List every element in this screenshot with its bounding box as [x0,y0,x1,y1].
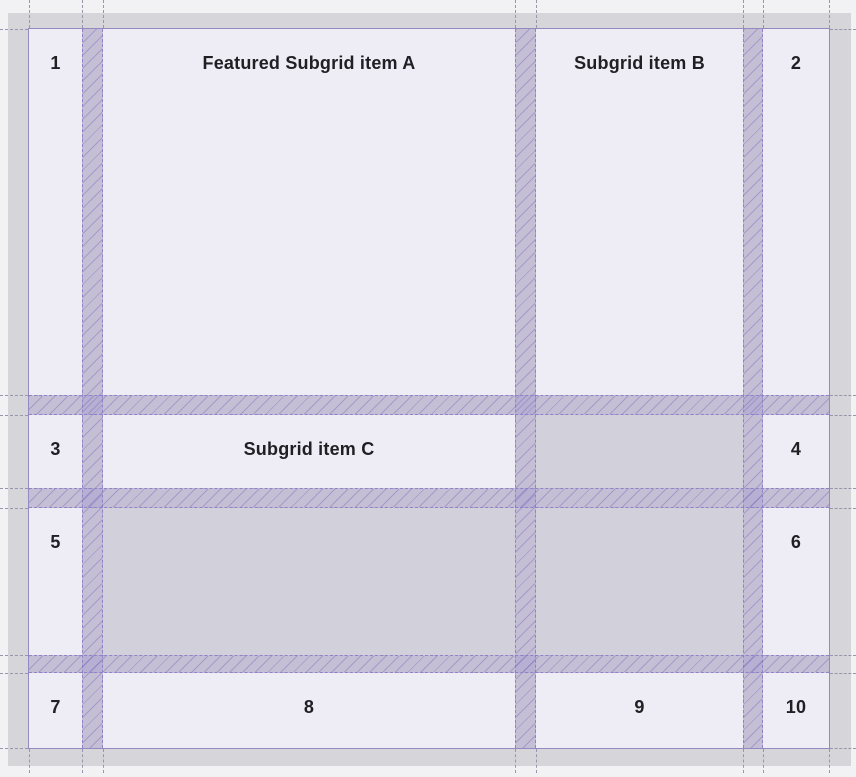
grid-item-6: 6 [763,508,829,655]
grid-line-extension [0,29,28,30]
grid-line-extension [515,0,516,28]
column-gap-band [743,29,763,748]
grid-line-extension [830,673,856,674]
grid-line-extension [103,749,104,773]
grid-line-extension [0,508,28,509]
row-gap-band [29,488,829,508]
grid-empty-cell [536,415,743,488]
column-gap-band [82,29,103,748]
grid-line-extension [743,0,744,28]
grid-line-extension [763,0,764,28]
grid-line-extension [0,655,28,656]
grid-line-extension [536,749,537,773]
grid-line-extension [830,655,856,656]
grid-item-8: 8 [103,673,515,748]
grid-item-2: 2 [763,29,829,395]
grid-item-subgrid-c: Subgrid item C [103,415,515,488]
grid-line-extension [830,508,856,509]
grid-line-extension [0,395,28,396]
grid-line-extension [829,0,830,28]
grid-line-extension [0,748,28,749]
grid-line-extension [29,0,30,28]
grid-empty-cell [103,508,515,655]
grid-line-extension [29,749,30,773]
grid-item-10: 10 [763,673,829,748]
row-gap-band [29,395,829,415]
column-gap-band [515,29,536,748]
grid-item-subgrid-b: Subgrid item B [536,29,743,395]
grid-line-extension [830,748,856,749]
grid-item-5: 5 [29,508,82,655]
grid-line-extension [763,749,764,773]
grid-line-extension [743,749,744,773]
grid-empty-cell [536,508,743,655]
grid-item-4: 4 [763,415,829,488]
grid-line-extension [830,488,856,489]
grid-line-extension [830,415,856,416]
grid-line-extension [830,29,856,30]
grid-line-extension [103,0,104,28]
grid-item-9: 9 [536,673,743,748]
grid-line-extension [830,395,856,396]
grid-line-extension [536,0,537,28]
grid-line-extension [515,749,516,773]
grid-line-extension [829,749,830,773]
grid-item-featured-subgrid-a: Featured Subgrid item A [103,29,515,395]
grid-line-extension [0,673,28,674]
grid-line-extension [0,488,28,489]
grid-item-1: 1 [29,29,82,395]
grid-line-extension [82,749,83,773]
grid-item-3: 3 [29,415,82,488]
row-gap-band [29,655,829,673]
grid-line-extension [0,415,28,416]
grid-line-extension [82,0,83,28]
grid-item-7: 7 [29,673,82,748]
